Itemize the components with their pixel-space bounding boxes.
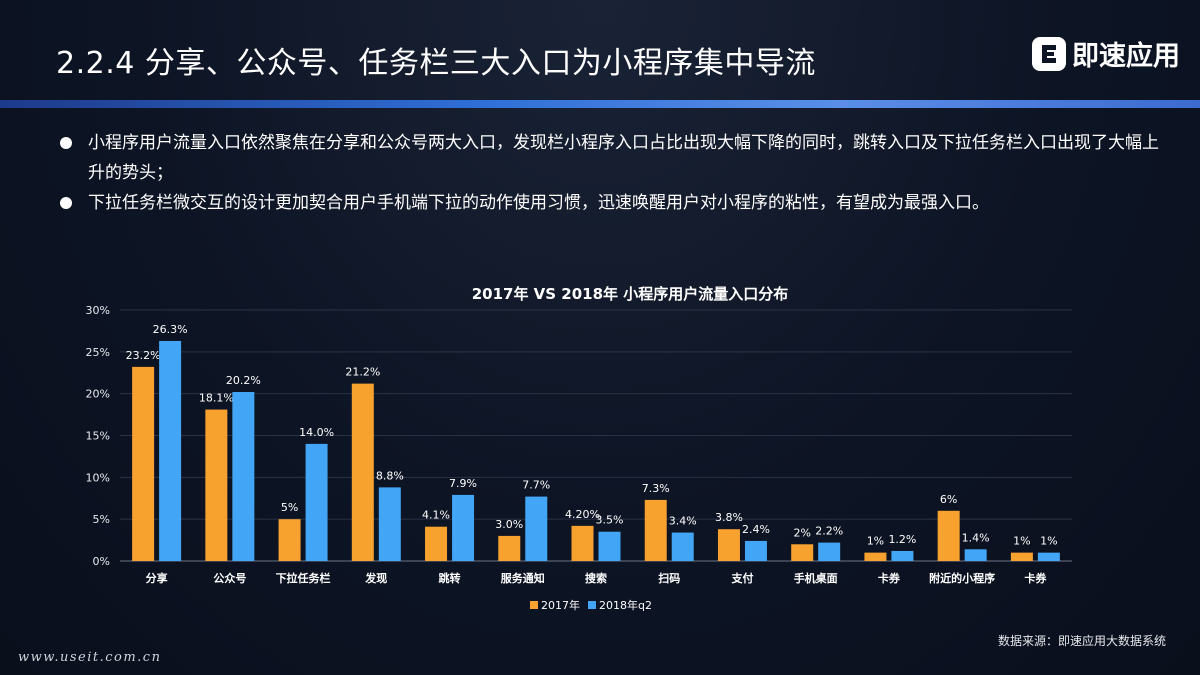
- data-label: 6%: [940, 493, 957, 506]
- y-tick-label: 0%: [93, 555, 110, 568]
- data-label: 3.5%: [596, 514, 624, 527]
- bar-2018q2: [964, 549, 987, 561]
- data-label: 3.0%: [495, 518, 523, 531]
- data-label: 2.4%: [742, 523, 770, 536]
- bar-2017: [937, 510, 960, 561]
- bar-2018q2: [818, 542, 841, 561]
- data-source-note: 数据来源：即速应用大数据系统: [997, 634, 1166, 648]
- data-label: 7.9%: [449, 477, 477, 490]
- bullet-dot-icon: [60, 197, 72, 209]
- x-tick-label: 服务通知: [501, 571, 545, 585]
- bar-2018q2: [452, 494, 475, 561]
- data-label: 26.3%: [153, 323, 188, 336]
- data-label: 20.2%: [226, 374, 261, 387]
- data-label: 3.4%: [669, 515, 697, 528]
- x-tick-label: 分享: [146, 571, 168, 585]
- x-tick-label: 手机桌面: [794, 571, 838, 585]
- bar-2017: [498, 535, 521, 561]
- bar-2018q2: [598, 531, 621, 561]
- data-label: 2.2%: [815, 525, 843, 538]
- x-tick-label: 跳转: [439, 571, 461, 585]
- x-tick-label: 搜索: [585, 571, 607, 585]
- data-label: 1%: [1040, 535, 1057, 548]
- data-label: 8.8%: [376, 469, 404, 482]
- data-label: 2%: [793, 526, 810, 539]
- bar-2018q2: [378, 487, 401, 561]
- bar-2017: [1010, 552, 1033, 561]
- data-label: 1%: [867, 535, 884, 548]
- bar-2017: [717, 529, 740, 561]
- brand-logo-text: 即速应用: [1072, 41, 1180, 72]
- bullet-text: 下拉任务栏微交互的设计更加契合用户手机端下拉的动作使用习惯，迅速唤醒用户对小程序…: [88, 193, 989, 213]
- x-tick-label: 下拉任务栏: [276, 571, 331, 585]
- data-label: 7.7%: [522, 479, 550, 492]
- y-tick-label: 25%: [86, 346, 110, 359]
- y-tick-label: 15%: [86, 430, 110, 443]
- brand-logo[interactable]: 即速应用: [1032, 34, 1180, 73]
- bar-2018q2: [159, 340, 182, 561]
- x-tick-label: 发现: [364, 571, 387, 585]
- bar-2017: [571, 525, 594, 561]
- data-label: 1.2%: [888, 533, 916, 546]
- data-label: 18.1%: [199, 392, 234, 405]
- bar-chart: 2017年 VS 2018年 小程序用户流量入口分布 0% 5% 10% 15% 20% 2…: [86, 285, 1072, 612]
- y-tick-label: 20%: [86, 388, 110, 401]
- bar-2018q2: [305, 443, 328, 561]
- data-label: 4.20%: [565, 508, 600, 521]
- header-divider: [0, 100, 1200, 108]
- data-label: 7.3%: [642, 482, 670, 495]
- legend-label: 2017年: [541, 598, 580, 612]
- bar-2017: [425, 526, 448, 561]
- bullet-text: 小程序用户流量入口依然聚焦在分享和公众号两大入口，发现栏小程序入口占比出现大幅下…: [88, 133, 1159, 183]
- x-tick-label: 扫码: [658, 571, 680, 585]
- footer-url[interactable]: www.useit.com.cn: [18, 650, 162, 665]
- bullet-item: 下拉任务栏微交互的设计更加契合用户手机端下拉的动作使用习惯，迅速唤醒用户对小程序…: [60, 188, 1160, 218]
- bar-2018q2: [232, 391, 255, 561]
- brand-logo-icon: [1032, 36, 1066, 71]
- data-label: 21.2%: [345, 366, 380, 379]
- x-tick-label: 公众号: [213, 571, 246, 585]
- data-label: 1%: [1013, 535, 1030, 548]
- bar-2018q2: [1037, 552, 1060, 561]
- bar-2018q2: [744, 540, 767, 561]
- data-label: 3.8%: [715, 511, 743, 524]
- data-label: 1.4%: [962, 531, 990, 544]
- bar-2018q2: [525, 496, 548, 561]
- x-tick-label: 附近的小程序: [929, 571, 995, 585]
- bar-2018q2: [891, 550, 914, 561]
- y-tick-label: 10%: [86, 471, 110, 484]
- x-tick-label: 卡券: [1024, 571, 1047, 585]
- legend-swatch: [530, 601, 538, 609]
- data-label: 14.0%: [299, 426, 334, 439]
- chart-title: 2017年 VS 2018年 小程序用户流量入口分布: [472, 285, 789, 303]
- data-label: 5%: [281, 501, 298, 514]
- data-label: 23.2%: [126, 349, 161, 362]
- bullet-item: 小程序用户流量入口依然聚焦在分享和公众号两大入口，发现栏小程序入口占比出现大幅下…: [60, 128, 1160, 188]
- bar-2017: [132, 366, 155, 561]
- data-label: 4.1%: [422, 509, 450, 522]
- bar-2017: [644, 499, 667, 561]
- legend-label: 2018年q2: [599, 598, 652, 612]
- bar-2018q2: [671, 532, 694, 561]
- bullet-dot-icon: [60, 137, 72, 149]
- y-tick-label: 30%: [86, 304, 110, 317]
- bar-2017: [278, 519, 301, 561]
- page-title: 2.2.4 分享、公众号、任务栏三大入口为小程序集中导流: [56, 46, 816, 81]
- legend-swatch: [588, 601, 596, 609]
- y-tick-label: 5%: [93, 513, 110, 526]
- x-tick-label: 支付: [730, 571, 753, 585]
- bullet-list: 小程序用户流量入口依然聚焦在分享和公众号两大入口，发现栏小程序入口占比出现大幅下…: [60, 128, 1160, 218]
- bar-2017: [351, 383, 374, 561]
- bar-2017: [864, 552, 887, 561]
- bar-2017: [791, 544, 814, 561]
- bar-2017: [205, 409, 228, 561]
- x-tick-label: 卡券: [878, 571, 901, 585]
